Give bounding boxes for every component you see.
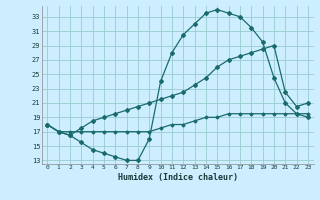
X-axis label: Humidex (Indice chaleur): Humidex (Indice chaleur) bbox=[118, 173, 237, 182]
